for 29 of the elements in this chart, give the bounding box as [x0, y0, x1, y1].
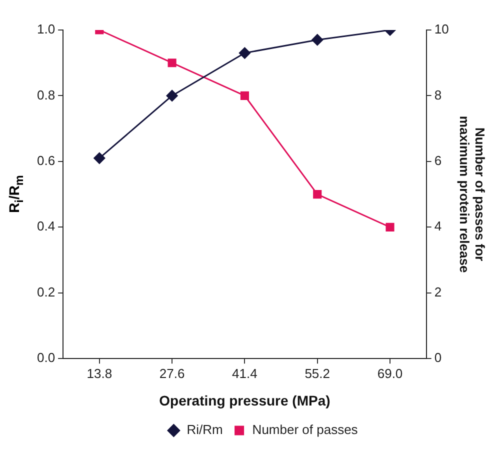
point: [168, 58, 176, 68]
y2-tick-label: 6: [434, 153, 442, 168]
x-tick-label: 27.6: [159, 366, 185, 381]
x-tick-label: 13.8: [86, 366, 112, 381]
x-tick-label: 55.2: [304, 366, 330, 381]
point: [238, 47, 250, 59]
point: [94, 152, 106, 164]
y2-tick-label: 2: [434, 284, 442, 300]
x-axis-title: Operating pressure (MPa): [159, 392, 330, 408]
y-tick-label: 0.4: [36, 218, 56, 234]
y2-tick-label: 4: [434, 218, 442, 234]
y-tick-label: 0.0: [36, 350, 56, 366]
y-tick-label: 1.0: [36, 22, 56, 37]
point: [166, 90, 178, 102]
point: [240, 91, 249, 100]
legend-label: Ri/Rm: [186, 422, 223, 438]
x-tick-label: 41.4: [232, 366, 258, 381]
y-tick-label: 0.8: [36, 87, 56, 102]
y2-tick-label: 0: [434, 350, 442, 366]
point: [386, 222, 394, 232]
y2-axis-title: Number of passes for maximum protein release: [457, 116, 488, 273]
point: [312, 34, 324, 46]
legend-label: Number of passes: [252, 422, 358, 438]
x-tick-label: 69.0: [377, 366, 403, 381]
y2-tick-label: 10: [434, 22, 449, 37]
y2-tick-label: 8: [434, 87, 442, 102]
y-tick-label: 0.2: [36, 284, 56, 300]
point: [313, 190, 322, 199]
y-tick-label: 0.6: [36, 153, 56, 168]
